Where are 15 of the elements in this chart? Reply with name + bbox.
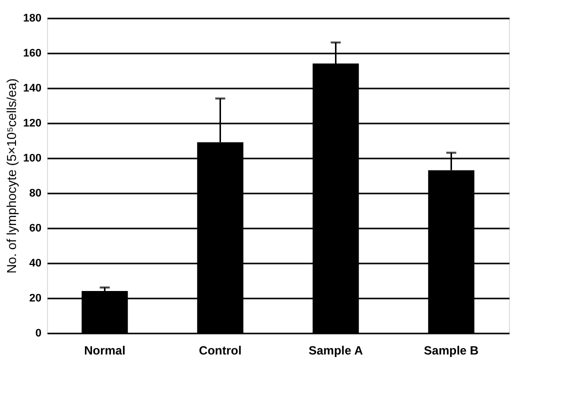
y-tick-label: 140 bbox=[23, 82, 42, 94]
y-tick-label: 120 bbox=[23, 118, 42, 130]
y-tick-label: 0 bbox=[35, 328, 42, 340]
x-tick-label: Sample A bbox=[308, 344, 364, 358]
y-tick-label: 80 bbox=[29, 188, 42, 200]
y-tick-label: 180 bbox=[23, 12, 42, 24]
y-tick-label: 160 bbox=[23, 48, 42, 60]
y-axis-title: No. of lymphocyte (5×10⁵cells/ea) bbox=[4, 78, 20, 274]
x-tick-label: Control bbox=[198, 344, 242, 358]
x-tick-label: Normal bbox=[84, 344, 126, 358]
x-tick-label: Sample B bbox=[424, 344, 479, 358]
y-tick-label: 100 bbox=[23, 152, 42, 164]
y-tick-label: 40 bbox=[29, 258, 42, 270]
y-tick-label: 60 bbox=[29, 222, 42, 234]
y-tick-label: 20 bbox=[29, 292, 42, 304]
